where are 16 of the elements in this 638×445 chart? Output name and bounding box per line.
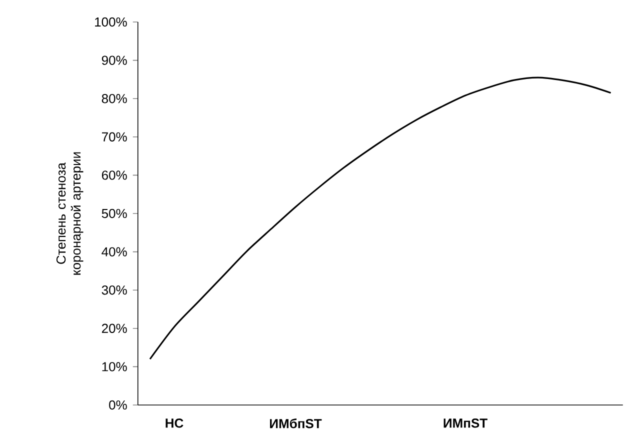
y-tick-label: 80%: [102, 94, 127, 104]
y-tick-label: 10%: [102, 362, 127, 372]
y-tick-label: 70%: [102, 132, 127, 142]
x-tick-label: ИМпST: [444, 418, 488, 428]
x-tick-label: НС: [166, 418, 184, 428]
y-tick-label: 0%: [109, 400, 127, 410]
y-tick-label: 40%: [102, 247, 127, 256]
y-tick-label: 20%: [102, 324, 127, 333]
y-tick-label: 50%: [102, 208, 127, 218]
line-series: [149, 76, 612, 360]
x-tick-label: ИМбпST: [270, 418, 322, 428]
y-tick-label: 90%: [102, 56, 127, 65]
y-tick-label: 60%: [102, 170, 127, 180]
y-tick-label: 100%: [95, 17, 127, 27]
y-axis-title: Степень стеноза коронарной артерии: [56, 152, 84, 275]
y-tick-label: 30%: [102, 285, 127, 295]
